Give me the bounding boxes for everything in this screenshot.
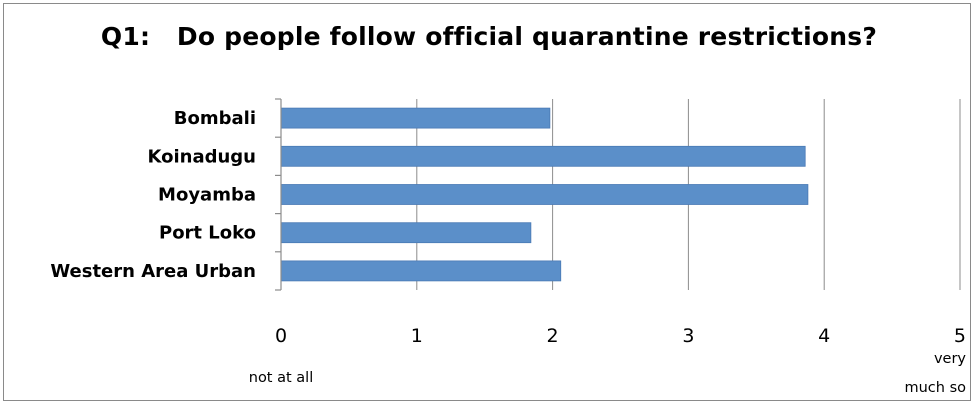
bar-koinadugu [280,145,806,167]
label-layer: Bombali Koinadugu Moyamba Port Loko Western … [50,108,966,396]
x-tick-label: 0 [275,325,287,347]
x-tick-label: 5 [954,325,966,347]
category-label: Moyamba [158,185,256,206]
category-label: Koinadugu [147,146,256,167]
chart-title: Q1: Do people follow official quarantine… [100,22,878,51]
x-anchor-high-label-line2: much so [904,380,966,396]
x-tick-label: 3 [682,325,694,347]
axis-layer [275,98,282,291]
bar-bombali [280,107,551,129]
x-tick-label: 4 [818,325,830,347]
bar-western-area-urban [280,260,562,282]
category-label: Western Area Urban [50,261,256,282]
x-tick-label: 1 [411,325,423,347]
x-anchor-low-label: not at all [249,370,313,386]
bar-moyamba [280,184,809,205]
category-label: Port Loko [159,223,256,244]
category-label: Bombali [174,108,256,129]
x-anchor-high-label-line1: very [934,351,966,367]
bar-port-loko [280,222,532,244]
x-tick-label: 2 [547,325,559,347]
bar-layer [280,107,809,282]
